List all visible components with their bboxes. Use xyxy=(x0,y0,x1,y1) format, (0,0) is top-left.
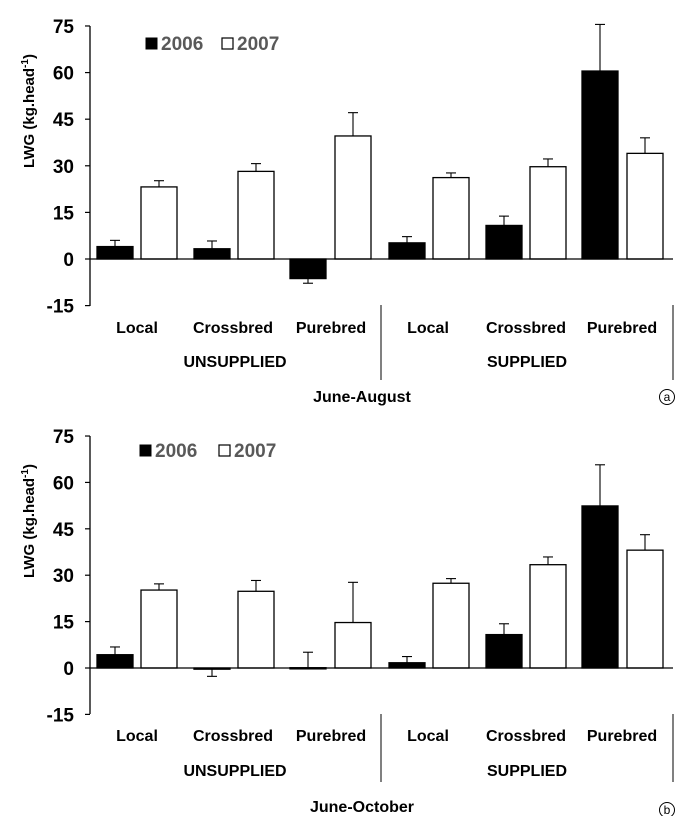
legend-swatch-2006 xyxy=(139,444,152,457)
y-axis-label-superscript: -1 xyxy=(20,469,31,478)
bar-2006-purebred-unsupplied xyxy=(289,258,327,280)
bar-2007-purebred-unsupplied xyxy=(334,135,372,260)
bar-2006-crossbred-supplied xyxy=(485,633,523,669)
category-label: Purebred xyxy=(587,320,657,337)
panel-badge-circle xyxy=(659,389,675,405)
category-label: Purebred xyxy=(296,320,366,337)
legend-label-2006: 2006 xyxy=(161,34,203,55)
bar-2007-crossbred-supplied xyxy=(529,564,567,669)
category-label: Crossbred xyxy=(486,728,566,745)
chart-panel-a: 75 60 45 30 15 0 -15 LWG (kg.head-1) Local Crossb… xyxy=(20,17,675,406)
y-tick-label: 15 xyxy=(53,203,75,224)
y-tick-label: 0 xyxy=(63,659,74,680)
bar-2007-purebred-unsupplied xyxy=(334,621,372,669)
bar-2007-purebred-supplied xyxy=(626,152,664,260)
y-axis-label-text: LWG (kg.head xyxy=(21,478,38,578)
category-label: Purebred xyxy=(296,728,366,745)
bar-2007-local-unsupplied xyxy=(140,589,178,669)
bar-2006-local-supplied xyxy=(388,662,426,669)
category-label: Purebred xyxy=(587,728,657,745)
y-tick-label: -15 xyxy=(47,705,75,726)
panel-badge-label: a xyxy=(664,390,671,404)
bar-2006-local-unsupplied xyxy=(96,245,134,260)
legend-label-2007: 2007 xyxy=(237,34,279,55)
category-label: Crossbred xyxy=(486,320,566,337)
bar-2007-purebred-supplied xyxy=(626,549,664,669)
legend-label-2006: 2006 xyxy=(155,441,197,462)
group-label-unsupplied: UNSUPPLIED xyxy=(183,354,286,371)
period-label: June-August xyxy=(313,389,411,406)
legend-label-2007: 2007 xyxy=(234,441,276,462)
y-tick-label: 60 xyxy=(53,473,74,494)
category-label: Crossbred xyxy=(193,728,273,745)
y-tick-label: 75 xyxy=(53,17,75,38)
legend-swatch-2006 xyxy=(145,37,158,50)
y-tick-label: 30 xyxy=(53,157,74,178)
category-label: Local xyxy=(116,320,158,337)
bar-2006-purebred-supplied xyxy=(581,70,619,260)
y-axis-label-text: LWG (kg.head xyxy=(21,68,38,168)
y-axis-label-superscript: -1 xyxy=(20,59,31,68)
legend-swatch-2007 xyxy=(221,37,234,50)
y-tick-label: 45 xyxy=(53,520,75,541)
y-tick-label: 0 xyxy=(63,250,74,271)
y-axis-label: LWG (kg.head-1) xyxy=(20,464,38,578)
category-label: Crossbred xyxy=(193,320,273,337)
y-tick-label: 15 xyxy=(53,613,75,634)
bar-2006-crossbred-unsupplied xyxy=(193,248,231,260)
bar-2006-crossbred-supplied xyxy=(485,224,523,260)
group-label-supplied: SUPPLIED xyxy=(487,763,567,780)
panel-badge-circle xyxy=(659,802,675,816)
y-tick-label: 75 xyxy=(53,427,75,448)
bar-2006-local-supplied xyxy=(388,242,426,260)
y-axis-label: LWG (kg.head-1) xyxy=(20,54,38,168)
bar-2007-local-supplied xyxy=(432,176,470,260)
bar-2006-purebred-supplied xyxy=(581,505,619,669)
chart-panel-b: 75 60 45 30 15 0 -15 LWG (kg.head-1) Local Crossb… xyxy=(20,427,675,816)
y-tick-label: 60 xyxy=(53,64,74,85)
category-label: Local xyxy=(116,728,158,745)
bar-2007-crossbred-unsupplied xyxy=(237,590,275,669)
y-tick-label: -15 xyxy=(47,297,75,318)
bar-2007-crossbred-supplied xyxy=(529,166,567,260)
bar-2007-local-supplied xyxy=(432,582,470,669)
bar-2007-local-unsupplied xyxy=(140,186,178,260)
y-axis-label-close: ) xyxy=(21,54,38,59)
group-label-unsupplied: UNSUPPLIED xyxy=(183,763,286,780)
category-label: Local xyxy=(407,728,449,745)
period-label: June-October xyxy=(310,799,414,816)
bar-2006-local-unsupplied xyxy=(96,654,134,669)
legend-swatch-2007 xyxy=(218,444,231,457)
category-label: Local xyxy=(407,320,449,337)
panel-badge-label: b xyxy=(664,803,671,816)
bar-2007-crossbred-unsupplied xyxy=(237,170,275,260)
y-axis-label-close: ) xyxy=(21,464,38,469)
group-label-supplied: SUPPLIED xyxy=(487,354,567,371)
y-tick-label: 30 xyxy=(53,566,74,587)
y-tick-label: 45 xyxy=(53,110,75,131)
